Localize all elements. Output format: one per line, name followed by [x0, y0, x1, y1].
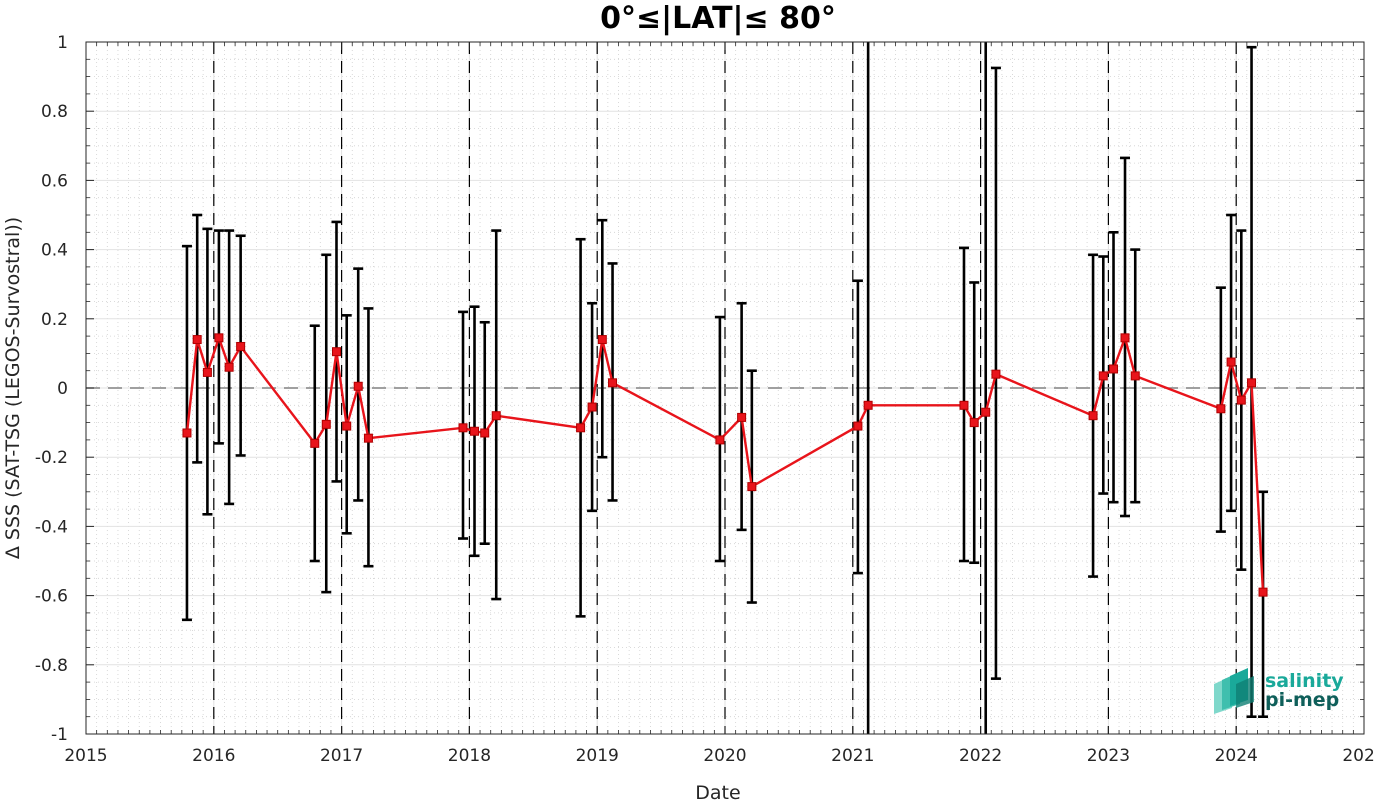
axis-ticks [85, 41, 1365, 735]
data-point-marker [321, 419, 331, 429]
x-tick-label: 2017 [320, 746, 363, 766]
data-point-marker [597, 335, 607, 345]
data-point-marker [959, 400, 969, 410]
x-tick-labels: 2015 2016 2017 2018 2019 2020 2021 2022 2023 2024… [64, 746, 1374, 766]
y-tick-label: -0.8 [35, 656, 68, 676]
y-tick-label: -0.2 [35, 448, 68, 468]
data-point-marker [1120, 333, 1130, 343]
data-point-marker [1226, 357, 1236, 367]
data-point-marker [363, 433, 373, 443]
y-tick-label: -0.6 [35, 587, 68, 607]
data-point-marker [587, 402, 597, 412]
y-tick-label: 0 [57, 379, 68, 399]
data-point-marker [236, 341, 246, 351]
y-tick-label: 0.8 [41, 102, 68, 122]
logo-text-pi-mep: pi-mep [1265, 689, 1339, 711]
y-tick-label: 0.4 [41, 241, 68, 261]
logo-icon [1214, 668, 1254, 714]
y-tick-label: 0.6 [41, 171, 68, 191]
logo-text-salinity: salinity [1265, 670, 1344, 692]
x-tick-label: 2023 [1087, 746, 1130, 766]
data-point-marker [715, 435, 725, 445]
y-tick-label: -1 [51, 725, 68, 745]
data-point-marker [747, 482, 757, 492]
x-tick-label: 2024 [1215, 746, 1258, 766]
data-point-marker [853, 421, 863, 431]
x-tick-label: 2021 [831, 746, 874, 766]
y-tick-label: -0.4 [35, 517, 68, 537]
x-tick-label: 2025 [1342, 746, 1374, 766]
salinity-pi-mep-logo: salinity pi-mep [1214, 668, 1344, 714]
data-point-marker [1088, 411, 1098, 421]
data-point-marker [224, 362, 234, 372]
data-point-marker [192, 335, 202, 345]
x-axis-title: Date [695, 782, 740, 801]
data-point-marker [331, 347, 341, 357]
data-point-marker [1109, 364, 1119, 374]
data-point-marker [491, 411, 501, 421]
data-point-marker [480, 428, 490, 438]
data-point-marker [737, 412, 747, 422]
data-point-marker [1216, 404, 1226, 414]
series-markers [182, 333, 1268, 597]
data-point-marker [991, 369, 1001, 379]
x-tick-label: 2022 [959, 746, 1002, 766]
data-point-marker [576, 423, 586, 433]
data-point-marker [182, 428, 192, 438]
x-tick-label: 2019 [576, 746, 619, 766]
y-tick-labels: 1 0.8 0.6 0.4 0.2 0 -0.2 -0.4 -0.6 -0.8 -1 [35, 33, 68, 745]
data-point-marker [458, 423, 468, 433]
y-tick-label: 1 [57, 33, 68, 53]
minor-grid [86, 42, 1364, 734]
data-point-marker [342, 421, 352, 431]
data-point-marker [214, 333, 224, 343]
data-point-marker [1247, 378, 1257, 388]
data-point-marker [608, 378, 618, 388]
data-point-marker [1098, 371, 1108, 381]
data-point-marker [353, 381, 363, 391]
data-point-marker [470, 426, 480, 436]
data-point-marker [1258, 587, 1268, 597]
chart-title: 0°≤|LAT|≤ 80° [600, 1, 836, 36]
data-point-marker [310, 438, 320, 448]
data-point-marker [863, 400, 873, 410]
data-point-marker [981, 407, 991, 417]
y-axis-title: Δ SSS (SAT-TSG (LEGOS-Survostral)) [2, 217, 24, 559]
x-tick-label: 2016 [192, 746, 235, 766]
x-tick-label: 2015 [64, 746, 107, 766]
data-point-marker [1236, 395, 1246, 405]
data-point-marker [202, 367, 212, 377]
data-point-marker [969, 418, 979, 428]
x-tick-label: 2020 [703, 746, 746, 766]
x-tick-label: 2018 [448, 746, 491, 766]
y-tick-label: 0.2 [41, 310, 68, 330]
data-point-marker [1130, 371, 1140, 381]
